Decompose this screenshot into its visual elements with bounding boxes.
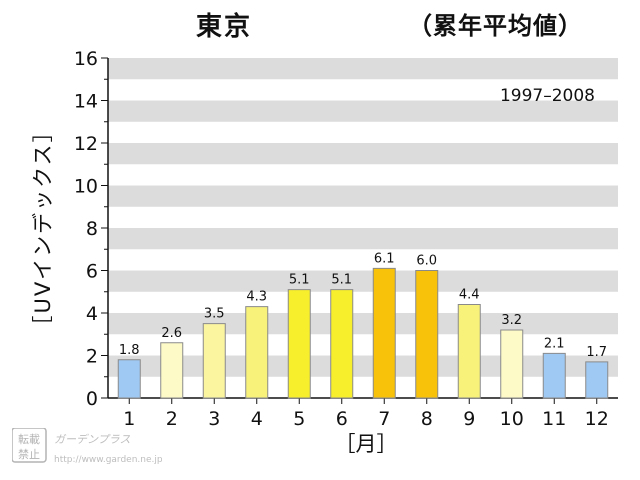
x-tick-label: 10 bbox=[500, 408, 524, 430]
bar-month-11 bbox=[542, 352, 566, 399]
stamp-top-text: 転載 bbox=[18, 433, 40, 446]
bar-month-10 bbox=[500, 329, 524, 399]
data-label: 6.0 bbox=[416, 254, 437, 269]
data-label: 6.1 bbox=[374, 251, 395, 266]
brand-text: ガーデンプラス bbox=[54, 433, 130, 446]
bar-month-1 bbox=[117, 359, 141, 399]
y-tick-label: 2 bbox=[86, 346, 98, 368]
background-bands bbox=[108, 58, 618, 377]
x-tick-label: 1 bbox=[123, 408, 135, 430]
grid-band bbox=[108, 58, 618, 80]
data-label: 3.5 bbox=[204, 307, 225, 322]
data-label: 4.4 bbox=[459, 288, 480, 303]
chart-title: 東京 bbox=[196, 12, 253, 42]
chart-subtitle: （累年平均値） bbox=[408, 12, 583, 40]
x-tick-label: 12 bbox=[585, 408, 609, 430]
stamp-bottom-text: 禁止 bbox=[18, 448, 40, 461]
y-axis-label: ［UVインデックス］ bbox=[31, 119, 55, 337]
bar-month-9 bbox=[457, 304, 481, 399]
bar-month-3 bbox=[202, 323, 226, 399]
bar-month-2 bbox=[160, 342, 184, 399]
x-tick-label: 11 bbox=[542, 408, 566, 430]
grid-band bbox=[108, 355, 618, 377]
stamp-frame bbox=[12, 428, 47, 463]
data-label: 5.1 bbox=[289, 273, 310, 288]
period-annotation: 1997–2008 bbox=[500, 86, 595, 106]
y-tick-label: 14 bbox=[74, 91, 98, 113]
x-tick-label: 6 bbox=[336, 408, 348, 430]
bar-month-6 bbox=[330, 289, 354, 399]
bar-month-4 bbox=[245, 306, 269, 399]
data-label: 5.1 bbox=[331, 273, 352, 288]
y-tick-label: 0 bbox=[86, 388, 98, 410]
x-tick-label: 7 bbox=[378, 408, 390, 430]
bar-month-7 bbox=[372, 267, 396, 399]
x-tick-label: 3 bbox=[208, 408, 220, 430]
grid-band bbox=[108, 313, 618, 335]
x-tick-label: 4 bbox=[251, 408, 263, 430]
y-tick-label: 12 bbox=[74, 133, 98, 155]
bar-month-8 bbox=[415, 270, 439, 399]
grid-band bbox=[108, 185, 618, 207]
grid-band bbox=[108, 228, 618, 250]
grid-band bbox=[108, 143, 618, 165]
y-tick-label: 6 bbox=[86, 261, 98, 283]
data-label: 2.6 bbox=[161, 326, 182, 341]
y-tick-label: 4 bbox=[86, 303, 98, 325]
grid-band bbox=[108, 270, 618, 292]
axes bbox=[101, 57, 618, 404]
data-label: 2.1 bbox=[544, 336, 565, 351]
data-label: 3.2 bbox=[501, 313, 522, 328]
x-tick-label: 9 bbox=[463, 408, 475, 430]
bars bbox=[117, 267, 609, 399]
grid-band bbox=[108, 100, 618, 122]
data-label: 1.7 bbox=[586, 345, 607, 360]
y-tick-label: 16 bbox=[74, 48, 98, 70]
watermark-logo: 転載 禁止 ガーデンプラス http://www.garden.ne.jp bbox=[12, 428, 162, 465]
data-label: 4.3 bbox=[246, 290, 267, 305]
bar-month-12 bbox=[585, 361, 609, 399]
data-labels: 1.8 2.6 3.5 4.3 5.1 5.1 6.1 6.0 4.4 3.2 2.1 1.7 bbox=[119, 251, 607, 360]
bar-month-5 bbox=[287, 289, 311, 399]
url-text: http://www.garden.ne.jp bbox=[54, 455, 162, 465]
x-axis-label: ［月］ bbox=[334, 432, 398, 456]
x-tick-label: 5 bbox=[293, 408, 305, 430]
x-tick-label: 2 bbox=[166, 408, 178, 430]
x-tick-label: 8 bbox=[421, 408, 433, 430]
y-tick-label: 8 bbox=[86, 218, 98, 240]
y-tick-label: 10 bbox=[74, 176, 98, 198]
data-label: 1.8 bbox=[119, 343, 140, 358]
